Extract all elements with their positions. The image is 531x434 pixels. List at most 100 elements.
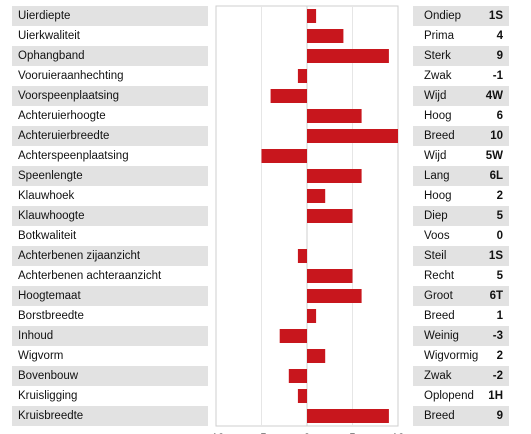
trait-value-cell: Voos 0 (413, 226, 509, 246)
trait-label: Vooruieraanhechting (18, 70, 124, 82)
trait-row: Uierkwaliteit Prima 4 (0, 26, 509, 46)
trait-descriptor: Diep (424, 210, 448, 222)
trait-code: 1 (496, 310, 503, 322)
bar (270, 89, 307, 103)
trait-descriptor: Wijd (424, 150, 447, 162)
trait-descriptor: Steil (424, 250, 447, 262)
trait-row: Vooruieraanhechting Zwak -1 (0, 66, 509, 86)
trait-descriptor: Zwak (424, 370, 452, 382)
trait-code: 4W (485, 90, 503, 102)
trait-label: Uierdiepte (12, 6, 208, 26)
trait-descriptor: Wigvormig (424, 350, 479, 362)
trait-code: 5W (485, 150, 503, 162)
trait-descriptor: Sterk (424, 50, 451, 62)
trait-label: Achteruierbreedte (12, 126, 208, 146)
trait-descriptor: Breed (424, 130, 455, 142)
trait-code: 0 (496, 230, 503, 242)
trait-label: Kruisbreedte (12, 406, 208, 426)
trait-code: -3 (492, 330, 503, 342)
trait-value-cell: Steil 1S (413, 246, 509, 266)
trait-code: 6T (489, 290, 503, 302)
bar (307, 9, 317, 23)
trait-descriptor: Groot (424, 290, 453, 302)
trait-label: Wigvorm (18, 350, 64, 362)
trait-label: Achterbenen achteraanzicht (18, 270, 162, 282)
trait-label: Achterbenen zijaanzicht (12, 246, 208, 266)
trait-value-cell: Oplopend 1H (413, 386, 509, 406)
trait-label: Botkwaliteit (18, 230, 77, 242)
trait-code: 2 (496, 190, 503, 202)
trait-value-cell: Breed 9 (413, 406, 509, 426)
trait-descriptor: Breed (424, 310, 455, 322)
bar (297, 249, 307, 263)
trait-value-cell: Zwak -1 (413, 66, 509, 86)
bar (307, 49, 389, 63)
trait-row: Ophangband Sterk 9 (0, 46, 509, 66)
trait-value-cell: Hoog 2 (413, 186, 509, 206)
trait-descriptor: Hoog (424, 190, 452, 202)
trait-descriptor: Recht (424, 270, 455, 282)
trait-descriptor: Hoog (424, 110, 452, 122)
trait-descriptor: Zwak (424, 70, 452, 82)
trait-label: Bovenbouw (12, 366, 208, 386)
trait-row: Voorspeenplaatsing Wijd 4W (0, 86, 509, 106)
trait-row: Kruisbreedte Breed 9 (0, 406, 509, 426)
bar (307, 269, 353, 283)
trait-row: Achterbenen achteraanzicht Recht 5 (0, 266, 509, 286)
trait-code: 2 (496, 350, 503, 362)
bar (288, 369, 307, 383)
trait-descriptor: Breed (424, 410, 455, 422)
trait-row: Bovenbouw Zwak -2 (0, 366, 509, 386)
trait-label: Inhoud (12, 326, 208, 346)
trait-value-cell: Wigvormig 2 (413, 346, 509, 366)
trait-descriptor: Wijd (424, 90, 447, 102)
trait-row: Achteruierbreedte Breed 10 (0, 126, 509, 146)
trait-row: Borstbreedte Breed 1 (0, 306, 509, 326)
trait-row: Botkwaliteit Voos 0 (0, 226, 509, 246)
trait-code: 1H (488, 390, 503, 402)
trait-code: 6 (496, 110, 503, 122)
trait-label: Hoogtemaat (12, 286, 208, 306)
trait-value-cell: Wijd 4W (413, 86, 509, 106)
bar (307, 309, 317, 323)
bar (297, 69, 307, 83)
trait-descriptor: Voos (424, 230, 450, 242)
bar (307, 189, 326, 203)
trait-row: Klauwhoogte Diep 5 (0, 206, 509, 226)
trait-value-cell: Prima 4 (413, 26, 509, 46)
trait-value-cell: Breed 1 (413, 306, 509, 326)
trait-code: 5 (496, 270, 503, 282)
trait-value-cell: Breed 10 (413, 126, 509, 146)
trait-value-cell: Groot 6T (413, 286, 509, 306)
bar (279, 329, 307, 343)
trait-row: Kruisligging Oplopend 1H (0, 386, 509, 406)
trait-code: 9 (496, 410, 503, 422)
trait-descriptor: Lang (424, 170, 450, 182)
trait-value-cell: Ondiep 1S (413, 6, 509, 26)
trait-value-cell: Hoog 6 (413, 106, 509, 126)
trait-label: Kruisligging (18, 390, 78, 402)
bar (307, 209, 353, 223)
bar (307, 169, 362, 183)
trait-value-cell: Wijd 5W (413, 146, 509, 166)
bar (297, 389, 307, 403)
trait-code: 9 (496, 50, 503, 62)
trait-value-cell: Recht 5 (413, 266, 509, 286)
trait-row: Achteruierhoogte Hoog 6 (0, 106, 509, 126)
trait-code: -2 (492, 370, 503, 382)
trait-label: Voorspeenplaatsing (12, 86, 208, 106)
bar (307, 289, 362, 303)
trait-value-cell: Zwak -2 (413, 366, 509, 386)
trait-label: Achteruierhoogte (18, 110, 106, 122)
trait-label: Speenlengte (12, 166, 208, 186)
trait-code: 4 (496, 30, 503, 42)
trait-label: Klauwhoek (18, 190, 75, 202)
trait-label: Ophangband (12, 46, 208, 66)
trait-label: Achterspeenplaatsing (18, 150, 129, 162)
bar (307, 409, 389, 423)
trait-row: Achterbenen zijaanzicht Steil 1S (0, 246, 509, 266)
trait-row: Inhoud Weinig -3 (0, 326, 509, 346)
trait-row: Klauwhoek Hoog 2 (0, 186, 509, 206)
bar (307, 29, 344, 43)
